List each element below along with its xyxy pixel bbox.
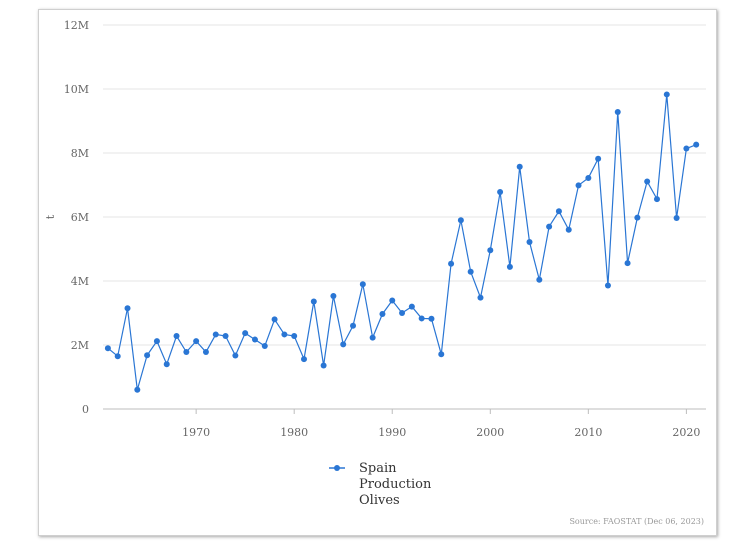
y-tick-label: 10M — [64, 83, 89, 96]
data-point[interactable] — [516, 163, 523, 170]
data-point[interactable] — [526, 238, 533, 245]
gridlines — [103, 24, 706, 410]
y-tick-label: 4M — [71, 275, 89, 288]
data-point[interactable] — [114, 353, 121, 360]
data-point[interactable] — [173, 333, 180, 340]
data-point[interactable] — [555, 208, 562, 215]
data-point[interactable] — [585, 174, 592, 181]
data-point[interactable] — [291, 333, 298, 340]
data-point[interactable] — [222, 333, 229, 340]
data-point[interactable] — [624, 260, 631, 267]
data-point[interactable] — [144, 352, 151, 359]
data-point[interactable] — [575, 182, 582, 189]
data-point[interactable] — [163, 361, 170, 368]
chart-frame: 0 2M 4M 6M 8M 10M 12M 1970 1980 1990 2000 2010 2020… — [38, 9, 717, 536]
x-tick-label: 2000 — [476, 426, 504, 439]
data-point[interactable] — [448, 260, 455, 267]
data-point[interactable] — [153, 338, 160, 345]
data-point[interactable] — [340, 341, 347, 348]
data-point[interactable] — [614, 109, 621, 116]
data-point[interactable] — [663, 91, 670, 98]
data-point[interactable] — [271, 316, 278, 323]
data-point[interactable] — [418, 315, 425, 322]
data-point[interactable] — [193, 338, 200, 345]
data-point[interactable] — [683, 145, 690, 152]
data-point[interactable] — [467, 268, 474, 275]
data-point[interactable] — [653, 196, 660, 203]
x-axis: 1970 1980 1990 2000 2010 2020 — [182, 409, 700, 439]
y-tick-label: 12M — [64, 19, 89, 32]
data-point[interactable] — [251, 336, 258, 343]
data-point[interactable] — [477, 294, 484, 301]
data-point[interactable] — [379, 310, 386, 317]
data-point[interactable] — [359, 281, 366, 288]
data-point[interactable] — [232, 352, 239, 359]
data-point[interactable] — [242, 330, 249, 337]
data-point[interactable] — [369, 334, 376, 341]
data-point[interactable] — [428, 315, 435, 322]
data-point[interactable] — [408, 303, 415, 310]
data-point[interactable] — [487, 247, 494, 254]
data-point[interactable] — [457, 217, 464, 224]
data-point[interactable] — [134, 386, 141, 393]
legend-label: Spain Production Olives — [359, 461, 432, 508]
data-point[interactable] — [183, 349, 190, 356]
y-tick-label: 6M — [71, 211, 89, 224]
data-point[interactable] — [281, 331, 288, 338]
data-point[interactable] — [565, 226, 572, 233]
y-axis-title: t — [44, 214, 57, 219]
data-point[interactable] — [389, 297, 396, 304]
x-tick-label: 1980 — [280, 426, 308, 439]
data-point[interactable] — [506, 263, 513, 270]
data-point[interactable] — [212, 331, 219, 338]
data-point[interactable] — [693, 141, 700, 148]
data-point[interactable] — [301, 356, 307, 363]
data-point[interactable] — [124, 305, 131, 312]
y-axis: 0 2M 4M 6M 8M 10M 12M — [64, 19, 89, 416]
y-tick-label: 0 — [82, 403, 89, 416]
data-point[interactable] — [202, 349, 209, 356]
y-tick-label: 2M — [71, 339, 89, 352]
data-point[interactable] — [644, 178, 651, 185]
data-point[interactable] — [546, 223, 553, 230]
x-tick-label: 2010 — [574, 426, 602, 439]
legend[interactable]: Spain Production Olives — [329, 461, 432, 508]
data-point[interactable] — [350, 322, 357, 329]
data-point[interactable] — [634, 214, 641, 221]
data-point[interactable] — [261, 342, 268, 349]
line-chart: 0 2M 4M 6M 8M 10M 12M 1970 1980 1990 2000 2010 2020… — [44, 19, 706, 526]
data-point[interactable] — [497, 189, 504, 196]
x-tick-label: 1970 — [182, 426, 210, 439]
data-point[interactable] — [595, 155, 602, 162]
series-spain-production-olives — [104, 91, 700, 393]
data-point[interactable] — [604, 282, 611, 289]
data-point[interactable] — [104, 345, 111, 352]
data-point[interactable] — [673, 214, 680, 221]
data-point[interactable] — [399, 310, 406, 316]
data-point[interactable] — [320, 362, 327, 369]
data-point[interactable] — [310, 298, 317, 305]
data-point[interactable] — [330, 293, 337, 300]
y-tick-label: 8M — [71, 147, 89, 160]
data-point[interactable] — [438, 351, 445, 358]
legend-marker — [334, 465, 340, 471]
x-tick-label: 1990 — [378, 426, 406, 439]
source-note: Source: FAOSTAT (Dec 06, 2023) — [569, 517, 704, 526]
x-tick-label: 2020 — [672, 426, 700, 439]
data-point[interactable] — [536, 276, 543, 283]
